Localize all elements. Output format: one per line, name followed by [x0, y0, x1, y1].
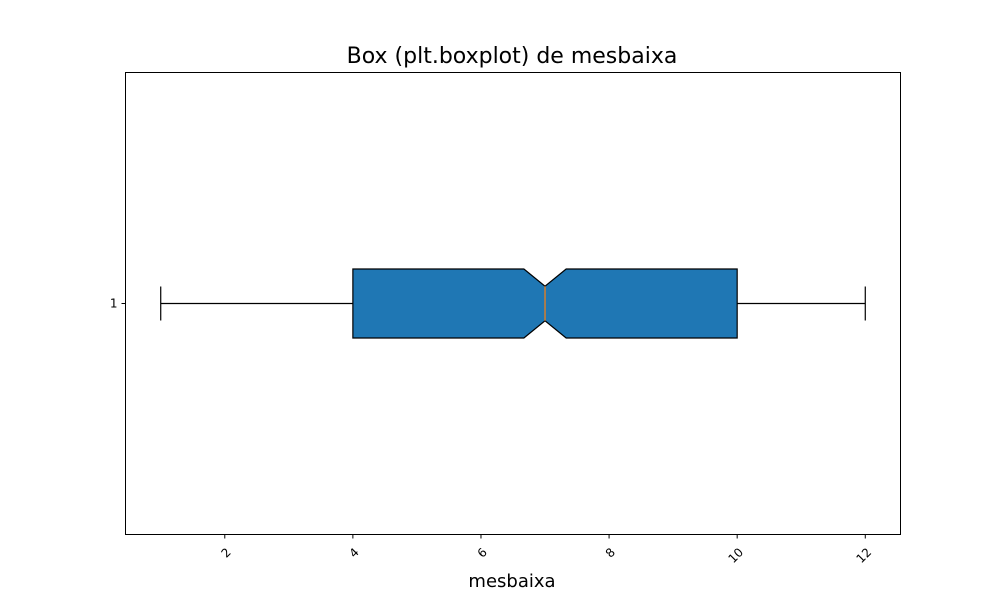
x-tick-label: 4 [347, 545, 362, 560]
x-tick-label: 10 [725, 545, 746, 566]
x-tick-label: 12 [854, 545, 875, 566]
chart-title: Box (plt.boxplot) de mesbaixa [347, 44, 678, 69]
plot-frame [125, 72, 901, 535]
x-tick-label: 6 [475, 545, 490, 560]
x-axis-label: mesbaixa [468, 571, 555, 592]
y-tick-label: 1 [110, 297, 118, 311]
x-tick-label: 8 [603, 545, 618, 560]
x-tick-label: 2 [218, 545, 233, 560]
